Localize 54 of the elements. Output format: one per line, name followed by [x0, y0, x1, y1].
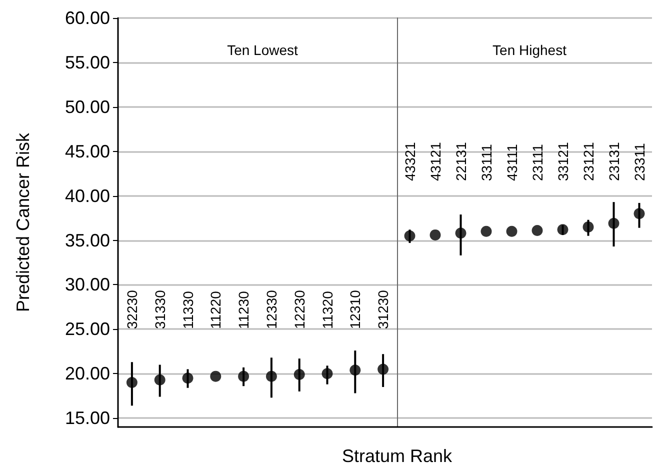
- point: [506, 226, 518, 237]
- x-tick-label: 33111: [478, 144, 494, 181]
- point: [154, 374, 166, 386]
- x-tick-label: 31330: [152, 290, 168, 329]
- point: [126, 377, 138, 388]
- x-tick-label: 12330: [263, 290, 280, 329]
- point: [557, 224, 568, 236]
- y-tick-label: 40.00: [64, 186, 110, 206]
- text: Ten Highest: [492, 42, 567, 58]
- x-tick-label: 23311: [631, 142, 648, 181]
- x-tick-label: 11230: [236, 290, 252, 329]
- x-tick-label: 43121: [427, 142, 444, 181]
- x-tick-label: 32230: [124, 290, 140, 329]
- y-tick-label: 45.00: [64, 141, 110, 162]
- point: [238, 370, 250, 382]
- point: [350, 364, 361, 376]
- x-tick-label: 12230: [291, 290, 308, 329]
- y-tick-label: 35.00: [64, 230, 110, 250]
- x-tick-label: 11220: [208, 290, 224, 329]
- point: [322, 368, 333, 380]
- x-tick-label: 23111: [529, 144, 546, 181]
- y-tick-label: 55.00: [64, 52, 110, 72]
- x-tick-label: 31230: [375, 290, 392, 329]
- point: [532, 225, 543, 236]
- x-axis-title: Stratum Rank: [340, 446, 454, 467]
- x-tick-label: 23131: [606, 142, 622, 181]
- x-tick-label: 43111: [504, 144, 520, 181]
- y-tick-label: 20.00: [64, 364, 110, 384]
- text: Ten Lowest: [227, 42, 298, 58]
- point: [378, 364, 389, 375]
- point: [634, 208, 645, 220]
- y-axis-title: Predicted Cancer Risk: [13, 132, 33, 312]
- point: [182, 372, 194, 384]
- point: [210, 370, 222, 382]
- y-tick-label: 25.00: [64, 319, 110, 340]
- point: [480, 226, 492, 237]
- point: [582, 221, 594, 232]
- x-tick-label: 12310: [347, 290, 364, 329]
- x-tick-label: 33121: [554, 142, 571, 181]
- y-tick-label: 30.00: [64, 274, 110, 295]
- x-tick-label: 11330: [180, 290, 196, 329]
- x-tick-label: 43321: [402, 142, 418, 181]
- x-tick-label: 22131: [452, 142, 469, 181]
- y-tick-label: 50.00: [64, 96, 110, 117]
- x-tick-label: 23121: [580, 142, 596, 181]
- point: [455, 228, 466, 239]
- point: [404, 230, 416, 242]
- point: [430, 229, 441, 240]
- y-tick-label: 15.00: [64, 408, 110, 428]
- point: [294, 369, 305, 380]
- point: [266, 370, 277, 382]
- x-tick-label: 11320: [319, 290, 336, 329]
- point: [608, 218, 620, 229]
- y-tick-label: 60.00: [64, 8, 110, 28]
